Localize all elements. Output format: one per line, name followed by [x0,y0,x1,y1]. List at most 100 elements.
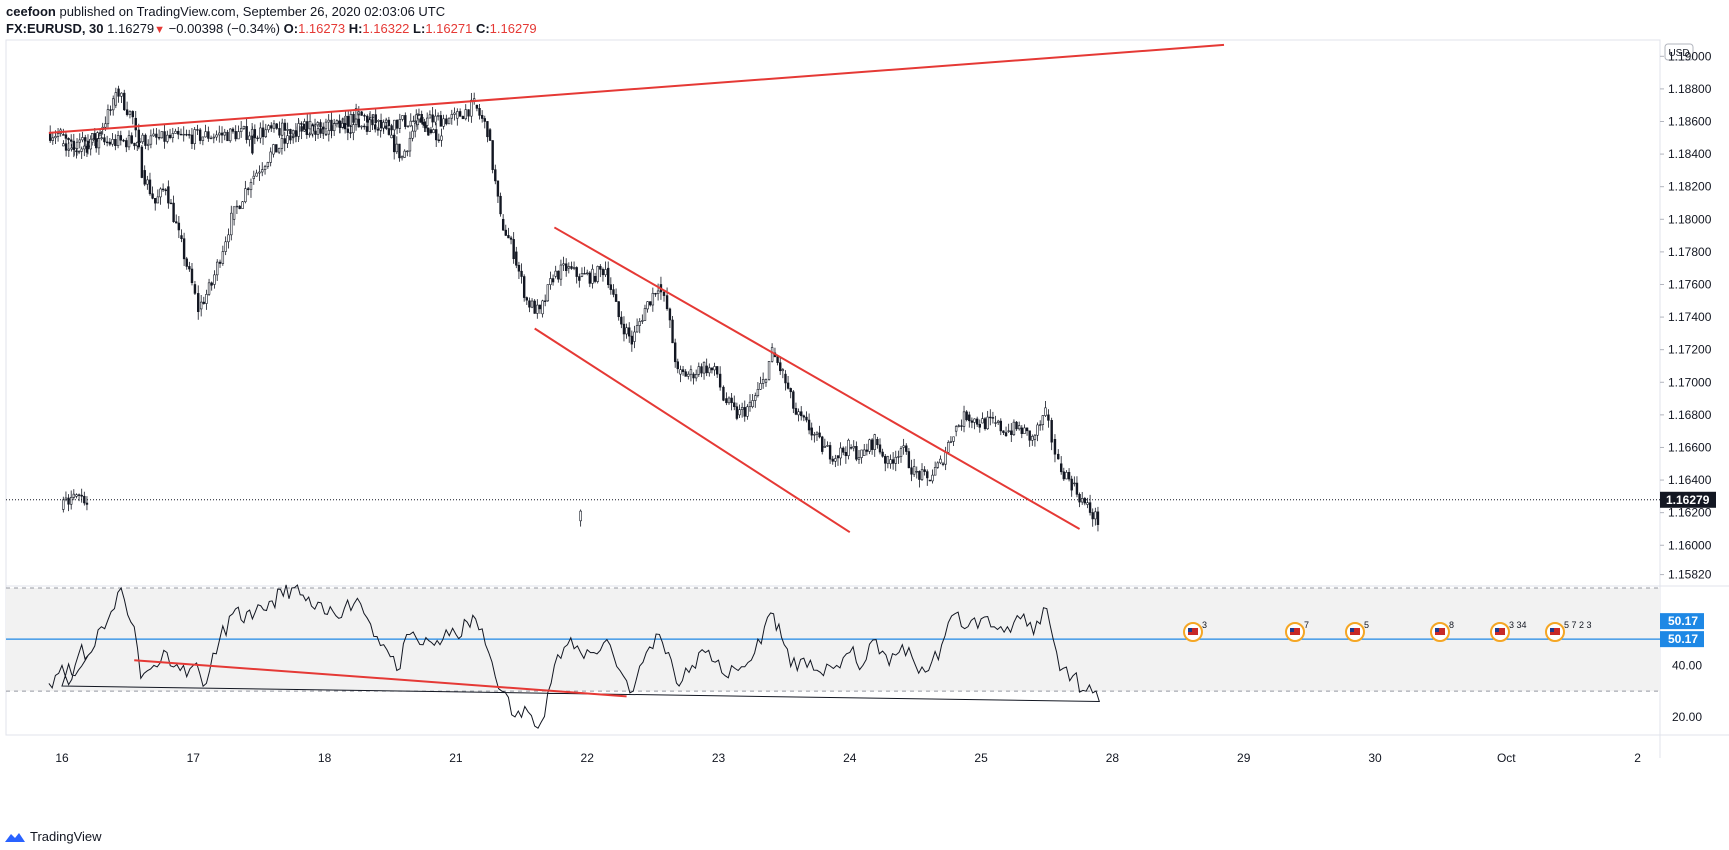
candle-body [813,434,816,436]
candle-body [700,366,703,374]
candle [264,123,267,139]
candle-body [164,189,167,192]
candle-body [1070,478,1073,491]
candle-body [384,119,388,123]
candle [283,131,286,152]
candle-body [635,325,639,333]
candle [831,455,834,465]
candle [450,109,453,125]
candle [538,304,542,314]
candle [746,404,749,420]
candle-body [400,156,404,159]
candle [697,362,701,377]
tradingview-footer[interactable]: TradingView [4,829,102,844]
candle [108,138,112,147]
candle-body [180,235,183,239]
candle-body [420,114,423,123]
candle-body [761,379,765,384]
candle [941,461,945,467]
price-tick-label: 1.17000 [1668,375,1712,389]
candle-body [860,449,863,458]
candle-body [999,420,1002,432]
candle-body [280,138,284,149]
candle [196,124,199,135]
candle-body [546,284,550,302]
candle [408,131,412,157]
currency-box [1664,43,1694,61]
candle [190,127,194,150]
candle-body [387,128,391,135]
candle-body [270,125,273,129]
candle [764,378,768,387]
candle [69,490,73,510]
economic-event-flag-icon[interactable]: 3 [1183,620,1207,642]
candle [700,363,703,378]
economic-event-flag-icon[interactable]: 8 [1430,620,1454,642]
candle [159,187,162,205]
candle [209,135,213,140]
candle [928,479,932,482]
candle-body [470,99,473,117]
candle-body [423,121,426,126]
candle [475,104,479,112]
candle-body [220,132,224,136]
candle-body [291,130,295,135]
candle [140,144,144,179]
candle-body [127,135,131,148]
candle-body [234,131,237,140]
economic-event-flag-icon[interactable]: 7 [1285,620,1309,642]
candle-body [496,180,500,197]
candle [168,128,172,140]
candle-body [792,391,795,409]
author-name[interactable]: ceefoon [6,4,56,19]
candle-body [826,445,829,447]
time-tick-label: 23 [712,751,726,765]
candle-body [411,130,414,139]
candle [371,115,374,131]
candle-body [111,139,114,145]
candle [1067,468,1071,482]
candle [499,192,502,217]
candle-body [316,128,320,135]
candle-body [722,386,725,401]
candle [512,232,515,264]
candle [614,288,618,302]
economic-event-flag-icon[interactable]: 3 34 [1490,620,1527,642]
candle [792,390,795,414]
candle [409,113,412,128]
event-flag-canton [1290,628,1294,632]
candle [628,322,631,343]
candle-body [504,229,507,236]
candle [525,296,529,305]
candle-body [692,373,695,379]
candle-body [197,293,200,312]
candle [588,271,592,288]
candle [881,448,884,458]
candle [554,265,557,279]
candle-body [264,129,267,138]
candle-body [756,389,760,396]
candle-body [844,451,848,457]
candle-body [894,456,897,464]
publish-line: ceefoon published on TradingView.com, Se… [6,4,445,19]
candle-body [130,135,133,144]
candle [1062,467,1066,481]
candle-body [134,117,137,131]
candle-body [154,198,157,204]
candle [949,436,953,444]
economic-event-flag-icon[interactable]: 5 7 2 3 [1545,620,1592,642]
candle [779,357,782,375]
candle-body [409,120,412,127]
candle-body [322,126,325,130]
candle-body [416,118,420,126]
candle [1047,409,1050,428]
economic-event-flag-icon[interactable]: 5 [1345,620,1369,642]
event-count-label: 5 7 2 3 [1564,620,1592,630]
candle [161,183,165,192]
candle [141,132,144,145]
candle-body [289,129,292,135]
candle-body [256,137,259,140]
candle-body [166,134,169,142]
candle-body [151,193,154,199]
